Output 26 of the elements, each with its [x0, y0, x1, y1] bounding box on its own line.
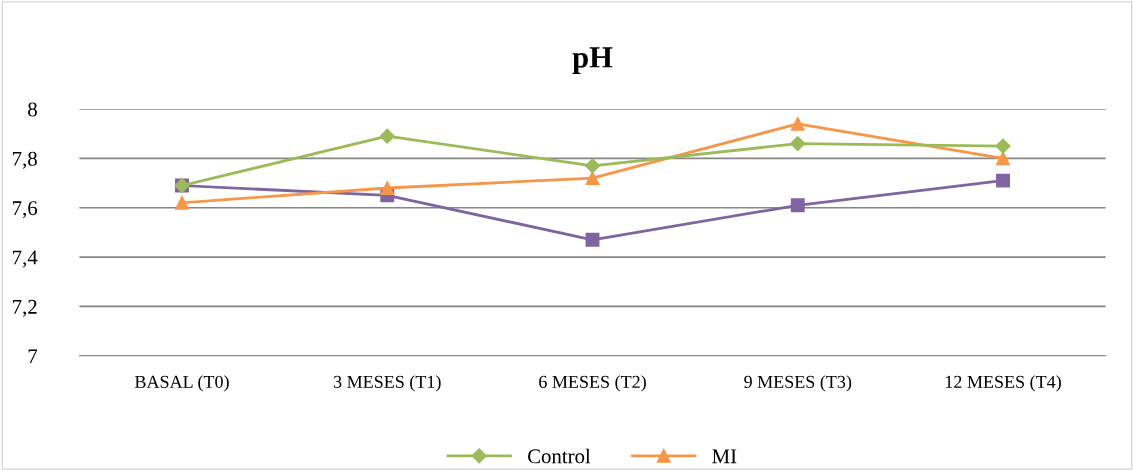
point: [790, 116, 805, 131]
y-tick-label: 7,8: [13, 151, 37, 169]
legend-label: MI: [712, 449, 737, 464]
point: [585, 232, 600, 247]
point: [790, 198, 805, 213]
y-tick-label: 7: [28, 349, 38, 364]
x-tick-label: 9 MESES (T3): [744, 375, 852, 392]
point: [996, 173, 1010, 188]
x-tick-label: 6 MESES (T2): [539, 375, 646, 392]
x-tick-label: 12 MESES (T4): [945, 375, 1061, 392]
legend-label: Control: [527, 448, 591, 464]
point: [585, 171, 600, 186]
point: [584, 158, 601, 174]
y-tick-label: 7,2: [13, 299, 37, 317]
point: [379, 128, 395, 144]
y-tick-label: 7,4: [13, 250, 38, 268]
point: [790, 136, 806, 152]
point: [996, 151, 1010, 166]
point: [380, 181, 395, 195]
chart-title: pH: [572, 47, 613, 74]
point: [995, 138, 1011, 154]
x-tick-label: 3 MESES (T1): [333, 375, 441, 392]
point: [175, 195, 189, 210]
y-tick-label: 7,6: [13, 201, 38, 219]
y-tick-label: 8: [28, 102, 37, 117]
x-tick-label: BASAL (T0): [134, 375, 229, 392]
